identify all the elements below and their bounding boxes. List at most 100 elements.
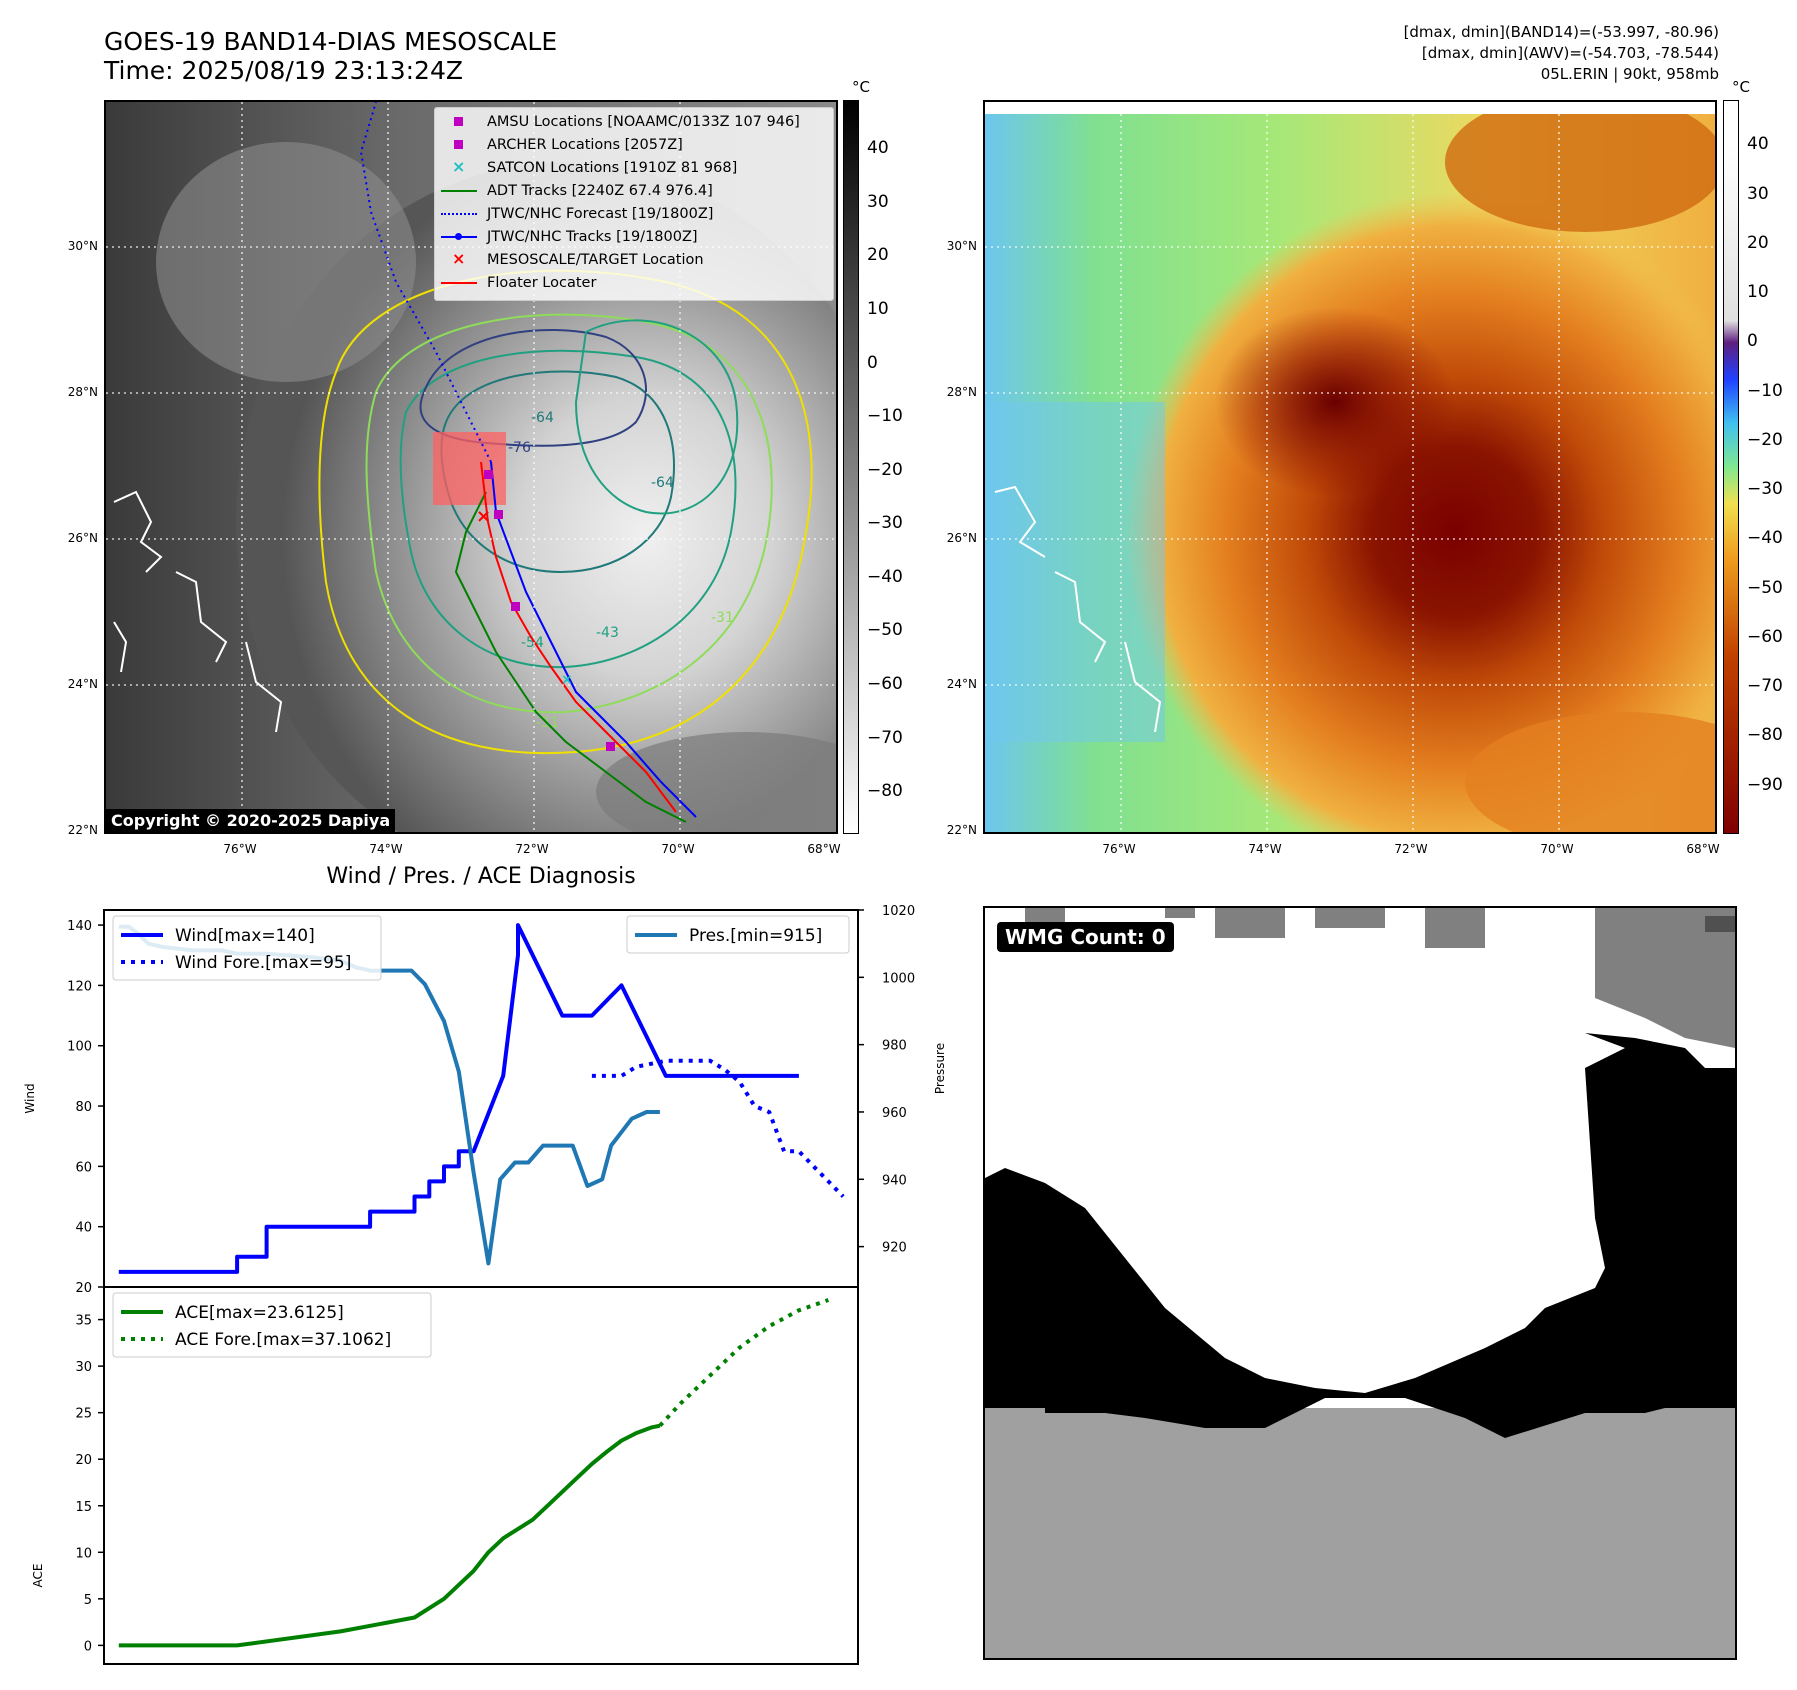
colorbar-tick-label: −60 bbox=[1747, 626, 1783, 647]
colorbar-tick-label: 30 bbox=[1747, 183, 1769, 204]
map-legend-item: ADT Tracks [2240Z 67.4 976.4] bbox=[439, 181, 713, 201]
ace-tick-label: 35 bbox=[75, 1314, 92, 1329]
lon-label: 74°W bbox=[1248, 842, 1282, 856]
legend-label: AMSU Locations [NOAAMC/0133Z 107 946] bbox=[487, 114, 800, 130]
legend-swatch bbox=[439, 114, 479, 130]
series-line bbox=[591, 1058, 845, 1198]
legend-label: JTWC/NHC Forecast [19/1800Z] bbox=[487, 206, 714, 222]
colorbar-tick-label: −60 bbox=[867, 673, 903, 694]
wmg-panel: WMG Count: 0 bbox=[983, 906, 1737, 1660]
chart-legend bbox=[626, 915, 850, 954]
map-right-canvas bbox=[985, 102, 1715, 832]
map-left: -76 -64 -64 -31 -31 -54 -43 × × bbox=[104, 100, 838, 834]
colorbar-tick-label: −80 bbox=[1747, 725, 1783, 746]
contour-label: -64 bbox=[651, 475, 674, 491]
contour-label: -43 bbox=[596, 625, 619, 641]
chart-legend-label: Wind Fore.[max=95] bbox=[175, 953, 351, 973]
pressure-axis-label: Pressure bbox=[933, 1043, 947, 1094]
ace-tick-label: 25 bbox=[75, 1407, 92, 1422]
pressure-tick-label: 920 bbox=[882, 1241, 907, 1256]
chart-legend bbox=[112, 1292, 432, 1358]
legend-swatch bbox=[439, 183, 479, 199]
colorbar-tick-label: −30 bbox=[867, 513, 903, 534]
chart-legend bbox=[112, 915, 382, 981]
legend-label: MESOSCALE/TARGET Location bbox=[487, 252, 704, 268]
chart-legend-label: Wind[max=140] bbox=[175, 926, 315, 946]
wind-tick-label: 140 bbox=[67, 919, 92, 934]
chart-legend-label: Pres.[min=915] bbox=[689, 926, 822, 946]
lat-label: 26°N bbox=[67, 531, 98, 545]
pressure-tick-label: 960 bbox=[882, 1106, 907, 1121]
colorbar-left bbox=[843, 100, 859, 834]
title-line-2: Time: 2025/08/19 23:13:24Z bbox=[104, 56, 463, 85]
map-legend-item: Floater Locater bbox=[439, 273, 596, 293]
ace-tick-label: 30 bbox=[75, 1360, 92, 1375]
pressure-tick-label: 1000 bbox=[882, 971, 915, 986]
wind-tick-label: 40 bbox=[75, 1221, 92, 1236]
colorbar-tick-label: −20 bbox=[1747, 429, 1783, 450]
map-legend-item: AMSU Locations [NOAAMC/0133Z 107 946] bbox=[439, 112, 800, 132]
copyright-label: Copyright © 2020-2025 Dapiya bbox=[106, 809, 396, 832]
colorbar-tick-label: −70 bbox=[867, 727, 903, 748]
colorbar-right bbox=[1723, 100, 1739, 834]
lon-label: 74°W bbox=[369, 842, 403, 856]
lon-label: 72°W bbox=[515, 842, 549, 856]
pressure-tick-label: 940 bbox=[882, 1173, 907, 1188]
wind-tick-label: 80 bbox=[75, 1100, 92, 1115]
pressure-tick-label: 980 bbox=[882, 1039, 907, 1054]
legend-swatch bbox=[439, 275, 479, 291]
legend-label: JTWC/NHC Tracks [19/1800Z] bbox=[487, 229, 698, 245]
contour-label: -31 bbox=[711, 610, 734, 626]
colorbar-tick-label: −50 bbox=[1747, 577, 1783, 598]
wind-tick-label: 120 bbox=[67, 979, 92, 994]
series-line bbox=[118, 1423, 661, 1648]
lat-label: 28°N bbox=[946, 385, 977, 399]
ace-panel-frame bbox=[103, 1286, 859, 1665]
legend-label: ADT Tracks [2240Z 67.4 976.4] bbox=[487, 183, 713, 199]
map-legend-item: × MESOSCALE/TARGET Location bbox=[439, 249, 704, 270]
legend-swatch: × bbox=[452, 157, 466, 176]
colorbar-tick-label: 40 bbox=[1747, 134, 1769, 155]
contour-label: -64 bbox=[531, 410, 554, 426]
legend-swatch: × bbox=[452, 249, 466, 268]
chart-legend-label: ACE Fore.[max=37.1062] bbox=[175, 1330, 391, 1350]
info-line-1: [dmax, dmin](BAND14)=(-53.997, -80.96) bbox=[1403, 23, 1719, 41]
colorbar-right-unit: °C bbox=[1732, 78, 1750, 96]
lat-label: 24°N bbox=[67, 677, 98, 691]
legend-swatch bbox=[439, 229, 479, 245]
info-line-3: 05L.ERIN | 90kt, 958mb bbox=[1540, 65, 1719, 83]
wmg-canvas bbox=[985, 908, 1735, 1438]
lon-label: 70°W bbox=[661, 842, 695, 856]
colorbar-tick-label: 40 bbox=[867, 138, 889, 159]
lon-label: 68°W bbox=[1686, 842, 1720, 856]
colorbar-tick-label: −70 bbox=[1747, 676, 1783, 697]
legend-label: ARCHER Locations [2057Z] bbox=[487, 137, 683, 153]
colorbar-tick-label: 30 bbox=[867, 191, 889, 212]
lon-label: 76°W bbox=[1102, 842, 1136, 856]
map-legend-item: JTWC/NHC Tracks [19/1800Z] bbox=[439, 227, 698, 247]
colorbar-left-unit: °C bbox=[852, 78, 870, 96]
contour-label: -54 bbox=[521, 635, 544, 651]
ace-axis-label: ACE bbox=[31, 1564, 45, 1588]
diagnosis-chart: 2040608010012014092094096098010001020051… bbox=[23, 904, 947, 1665]
map-legend-item: × SATCON Locations [1910Z 81 968] bbox=[439, 157, 737, 178]
legend-swatch bbox=[439, 206, 479, 222]
svg-text:×: × bbox=[476, 506, 491, 527]
map-legend: AMSU Locations [NOAAMC/0133Z 107 946] ARC… bbox=[434, 107, 834, 301]
lat-label: 28°N bbox=[67, 385, 98, 399]
pressure-tick-label: 1020 bbox=[882, 904, 915, 919]
diagnosis-title: Wind / Pres. / ACE Diagnosis bbox=[326, 864, 636, 889]
lat-label: 30°N bbox=[946, 239, 977, 253]
colorbar-tick-label: −90 bbox=[1747, 774, 1783, 795]
lat-label: 24°N bbox=[946, 677, 977, 691]
title-line-1: GOES-19 BAND14-DIAS MESOSCALE bbox=[104, 27, 558, 56]
lon-label: 72°W bbox=[1394, 842, 1428, 856]
colorbar-tick-label: 20 bbox=[867, 245, 889, 266]
colorbar-tick-label: −30 bbox=[1747, 479, 1783, 500]
ace-tick-label: 15 bbox=[75, 1500, 92, 1515]
wind-axis-label: Wind bbox=[23, 1083, 37, 1113]
colorbar-tick-label: −50 bbox=[867, 620, 903, 641]
colorbar-tick-label: 20 bbox=[1747, 232, 1769, 253]
ace-tick-label: 0 bbox=[84, 1639, 92, 1654]
ace-tick-label: 5 bbox=[84, 1593, 92, 1608]
